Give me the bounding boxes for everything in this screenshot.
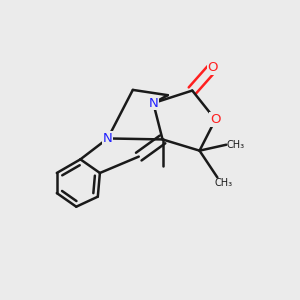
Text: CH₃: CH₃ [226,140,244,150]
Text: N: N [103,132,112,145]
Text: CH₃: CH₃ [214,178,232,188]
Text: O: O [210,113,220,126]
Text: O: O [208,61,218,74]
Text: N: N [148,97,158,110]
